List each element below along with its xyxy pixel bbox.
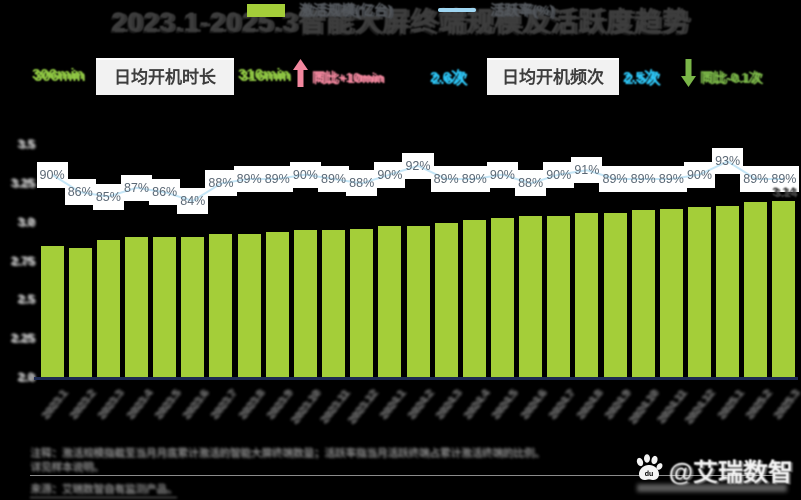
rate-label: 84% [180, 194, 206, 208]
bar [125, 236, 149, 378]
y-tick: 2.0 [17, 370, 34, 384]
source-line: 来源：艾瑞数智自有监测产品。 [30, 481, 177, 498]
bar [519, 216, 543, 378]
rate-label: 90% [489, 167, 515, 182]
rate-label: 90% [377, 167, 403, 182]
bar [68, 247, 92, 378]
y-tick: 3.5 [17, 137, 34, 151]
rate-label: 89% [236, 172, 262, 186]
rate-label: 89% [658, 172, 684, 186]
bar [547, 216, 571, 378]
rate-label: 89% [743, 172, 769, 186]
down-arrow-icon [681, 59, 696, 92]
line-series-swatch [438, 8, 477, 12]
bar [716, 205, 740, 378]
rate-label: 88% [349, 176, 375, 191]
rate-label: 89% [630, 172, 656, 186]
duration-prev-value: 306min [32, 66, 84, 83]
bar [406, 225, 430, 378]
watermark-subline [637, 484, 787, 492]
frequency-now-value: 2.5次 [623, 69, 659, 86]
duration-now-value: 316min [238, 66, 290, 83]
y-tick: 2.5 [17, 292, 34, 307]
bar [153, 236, 177, 378]
bar-series-label: 激活规模(亿台) [298, 2, 393, 18]
rate-label: 90% [292, 167, 318, 182]
legend: 激活规模(亿台) 活跃率(%) [0, 0, 801, 20]
bar [237, 233, 261, 378]
line-series-label: 活跃率(%) [490, 2, 555, 18]
y-tick: 2.25 [10, 331, 34, 346]
watermark-handle: @艾瑞数智 [668, 458, 793, 487]
duration-change: 同比+10min [312, 70, 384, 85]
bar [378, 225, 402, 378]
footer-divider [30, 475, 775, 476]
rate-label: 90% [686, 167, 712, 182]
bar [350, 228, 374, 378]
footnote-line2: 详见样本说明。 [30, 461, 104, 473]
bar [293, 230, 317, 378]
last-bar-value-label: 3.14 [772, 184, 796, 199]
bar-series-swatch [246, 3, 285, 17]
bar [265, 231, 289, 378]
frequency-label-box: 日均开机频次 [487, 58, 619, 95]
rate-label: 89% [433, 172, 459, 186]
bar [603, 213, 627, 378]
rate-label: 89% [602, 172, 628, 186]
bar [744, 202, 768, 378]
rate-label: 90% [39, 167, 65, 182]
bar [687, 207, 711, 378]
duration-label-box: 日均开机时长 [96, 58, 234, 95]
rate-label: 89% [264, 172, 290, 186]
bar [659, 208, 683, 378]
svg-text:du: du [644, 471, 653, 478]
rate-label: 93% [715, 154, 741, 169]
rate-label: 87% [123, 180, 150, 195]
rate-label: 89% [461, 172, 487, 186]
y-tick: 3.0 [17, 214, 34, 229]
watermark: du @艾瑞数智 [633, 452, 793, 489]
frequency-change: 同比-0.1次 [700, 70, 762, 85]
bar [96, 239, 120, 378]
rate-label: 89% [321, 172, 347, 186]
bar [575, 213, 599, 378]
x-axis-baseline [34, 377, 798, 380]
footnote-line1: 注释：激活规模指截至当月月底累计激活的智能大屏终端数量；活跃率指当月活跃终端占累… [30, 447, 545, 459]
up-arrow-icon [293, 59, 308, 92]
rate-label: 85% [95, 189, 121, 204]
y-tick: 2.75 [10, 253, 34, 268]
rate-label: 88% [208, 176, 234, 191]
rate-label: 86% [67, 185, 93, 200]
rate-label: 91% [574, 163, 600, 178]
rate-label: 89% [771, 172, 797, 186]
bar [322, 230, 346, 378]
page-title: 2023.1-2025.3智能大屏终端规模及活跃度趋势 [110, 7, 691, 37]
paw-icon: du [633, 452, 665, 489]
bar [209, 233, 233, 378]
rate-label: 86% [152, 185, 178, 200]
rate-label: 92% [405, 158, 431, 173]
bar [772, 200, 796, 378]
bar [631, 210, 655, 378]
bar [462, 219, 486, 378]
frequency-prev-value: 2.6次 [430, 69, 466, 86]
bar [181, 236, 205, 378]
rate-label: 88% [518, 176, 544, 191]
bar [434, 222, 458, 378]
bar [490, 218, 514, 378]
bar [40, 245, 64, 378]
y-tick: 3.25 [10, 175, 34, 190]
rate-label: 90% [546, 167, 572, 182]
